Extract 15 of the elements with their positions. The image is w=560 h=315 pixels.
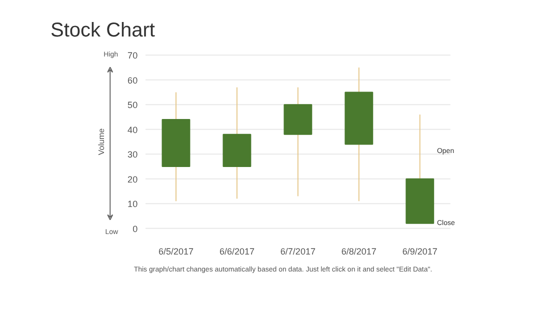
x-tick-label: 6/5/2017: [158, 246, 194, 256]
y-axis-title: Volume: [97, 128, 106, 156]
y-tick-label: 60: [128, 75, 138, 86]
x-tick-label: 6/8/2017: [341, 246, 376, 256]
x-tick-label: 6/7/2017: [280, 246, 316, 256]
y-tick-label: 50: [128, 100, 138, 110]
chart-title: Stock Chart: [50, 20, 156, 42]
y-tick-label: 20: [128, 174, 138, 184]
y-tick-label: 30: [128, 150, 138, 160]
x-tick-label: 6/9/2017: [402, 246, 438, 256]
y-tick-label: 70: [128, 50, 138, 61]
y-tick-label: 10: [128, 199, 138, 210]
x-tick-label: 6/6/2017: [219, 246, 254, 256]
y-tick-label: 0: [132, 224, 138, 234]
y-tick-label: 40: [128, 124, 138, 135]
